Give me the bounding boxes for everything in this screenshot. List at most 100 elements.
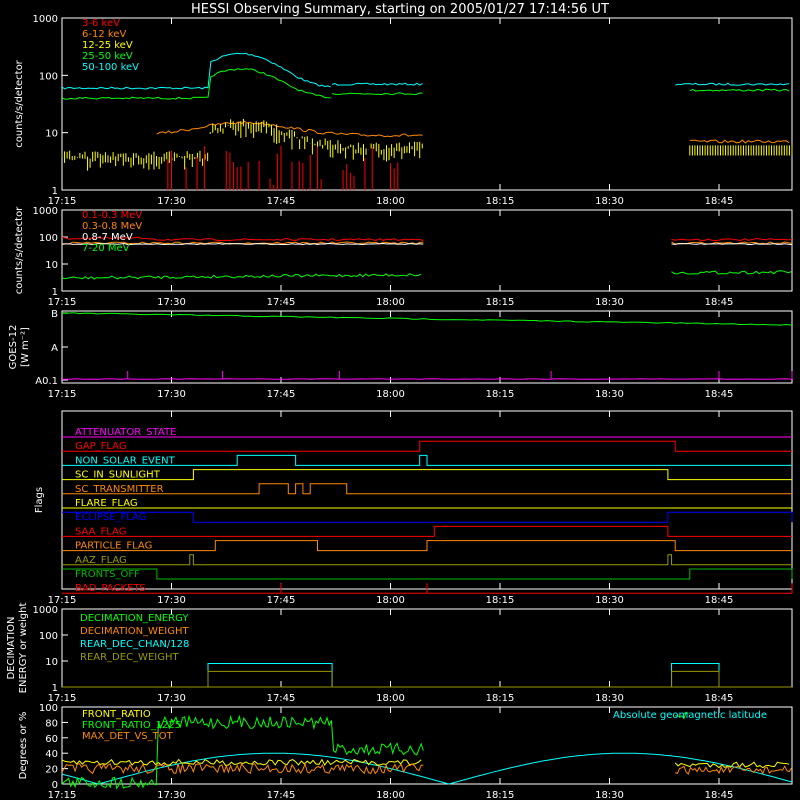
series-line [61, 762, 424, 775]
series-line [61, 273, 422, 280]
x-tick-label: 17:30 [157, 297, 186, 308]
x-tick-label: 17:15 [48, 595, 77, 606]
flag-trace [62, 511, 793, 523]
y-tick-label: 10 [45, 129, 58, 140]
flag-label: SC_IN_SUNLIGHT [75, 470, 161, 481]
legend-entry: 6-12 keV [82, 29, 126, 40]
series-line [671, 241, 793, 245]
x-tick-label: 18:45 [705, 595, 734, 606]
x-tick-label: 18:30 [595, 693, 624, 704]
x-tick-label: 18:00 [376, 297, 405, 308]
legend-entry: 50-100 keV [82, 62, 139, 73]
series-line [689, 88, 790, 92]
x-tick-label: 17:30 [157, 790, 186, 800]
series-line [61, 242, 424, 246]
legend-entry: 0.8-7 MeV [82, 232, 133, 243]
flag-trace [62, 540, 792, 552]
flag-trace [62, 525, 792, 537]
x-tick-label: 17:15 [48, 790, 77, 800]
x-tick-label: 18:30 [595, 389, 624, 400]
legend-entry: FRONT_RATIO_1225 [82, 720, 181, 731]
series-line [61, 52, 331, 90]
y-tick-label: 1 [52, 287, 58, 298]
flag-label: BAD_PACKETS [75, 583, 146, 594]
x-tick-label: 18:45 [705, 196, 734, 207]
panel-lc_low: 17:15 17:30 17:45 18:00 18:15 18:30 18:45 1 10 10… [14, 14, 793, 207]
y-tick-label: 10 [45, 657, 58, 668]
flag-label: NON_SOLAR_EVENT [75, 455, 176, 466]
x-tick-label: 17:45 [267, 389, 296, 400]
x-tick-label: 17:30 [157, 595, 186, 606]
x-tick-label: 18:00 [376, 389, 405, 400]
y-axis-label: Flags [34, 487, 45, 513]
series-line [671, 270, 792, 275]
flag-trace [62, 483, 792, 495]
panel-ratio: 17:15 17:30 17:45 18:00 18:15 18:30 18:45 0 20 40… [18, 703, 793, 800]
series-line [156, 120, 423, 138]
x-tick-label: 18:30 [595, 297, 624, 308]
legend-entry: 12-25 keV [82, 40, 133, 51]
legend-entry: FRONT_RATIO [82, 709, 151, 720]
flag-trace [62, 568, 793, 580]
x-tick-label: 18:15 [486, 595, 515, 606]
figure-title: HESSI Observing Summary, starting on 200… [191, 2, 609, 17]
x-tick-label: 17:45 [267, 196, 296, 207]
y-tick-label: 1000 [33, 14, 58, 25]
legend-entry: 0.3-0.8 MeV [82, 221, 142, 232]
y-tick-label: 1000 [33, 206, 58, 217]
y-tick-label: 10 [45, 260, 58, 271]
x-tick-label: 18:30 [595, 595, 624, 606]
flag-label: FRONTS_OFF [75, 569, 140, 580]
x-tick-label: 18:00 [376, 790, 405, 800]
x-tick-label: 17:30 [157, 693, 186, 704]
flag-label: GAP_FLAG [75, 441, 127, 452]
x-tick-label: 17:15 [48, 196, 77, 207]
y-tick-label: 1000 [33, 605, 58, 616]
x-tick-label: 17:15 [48, 297, 77, 308]
y-tick-label: 100 [39, 71, 58, 82]
flag-label: SAA_FLAG [75, 526, 126, 537]
flag-label: SC_TRANSMITTER [75, 484, 164, 495]
y-axis-label-units: [W m⁻²] [20, 327, 31, 367]
x-tick-label: 18:45 [705, 297, 734, 308]
y-tick-label: 0 [52, 780, 58, 791]
panel-flags: 17:15 17:30 17:45 18:00 18:15 18:30 18:45 Flags… [34, 410, 793, 606]
series-line [675, 82, 790, 86]
x-tick-label: 17:15 [48, 693, 77, 704]
flag-label: PARTICLE_FLAG [75, 541, 152, 552]
flag-label: AAZ_FLAG [75, 555, 127, 566]
y-axis-label: counts/s/detector [14, 59, 25, 147]
flag-trace [62, 469, 792, 481]
y-tick-label: 100 [39, 703, 58, 714]
series-line [331, 82, 423, 86]
x-tick-label: 18:15 [486, 297, 515, 308]
x-tick-label: 17:45 [267, 595, 296, 606]
panel-lc_high: 17:15 17:30 17:45 18:00 18:15 18:30 18:45 1 10 10… [14, 206, 793, 308]
x-tick-label: 18:45 [705, 389, 734, 400]
y-tick-label: 100 [39, 631, 58, 642]
x-tick-label: 18:00 [376, 196, 405, 207]
legend-entry: 7-20 MeV [82, 243, 130, 254]
legend-entry: Absolute geomagnetic latitude [613, 710, 767, 721]
legend-entry: MAX_DET_VS_TOT [82, 731, 174, 742]
panel-decim: 17:15 17:30 17:45 18:00 18:15 18:30 18:45 1 10 10… [6, 603, 793, 704]
x-tick-label: 17:30 [157, 389, 186, 400]
series-line [671, 238, 793, 242]
series-line [674, 761, 790, 769]
y-tick-label: A0.1 [35, 376, 58, 387]
x-tick-label: 18:30 [595, 196, 624, 207]
legend-entry: 3-6 keV [82, 18, 120, 29]
series-line [61, 714, 424, 790]
legend-entry: REAR_DEC_CHAN/128 [80, 639, 189, 650]
series-line [61, 236, 424, 242]
axes-frame [61, 209, 793, 292]
x-tick-label: 18:15 [486, 389, 515, 400]
x-tick-label: 17:30 [157, 196, 186, 207]
flag-trace [62, 554, 792, 566]
y-axis-label: DECIMATION [6, 616, 17, 679]
x-tick-label: 18:15 [486, 790, 515, 800]
x-tick-label: 18:15 [486, 693, 515, 704]
axes-frame [61, 17, 793, 191]
